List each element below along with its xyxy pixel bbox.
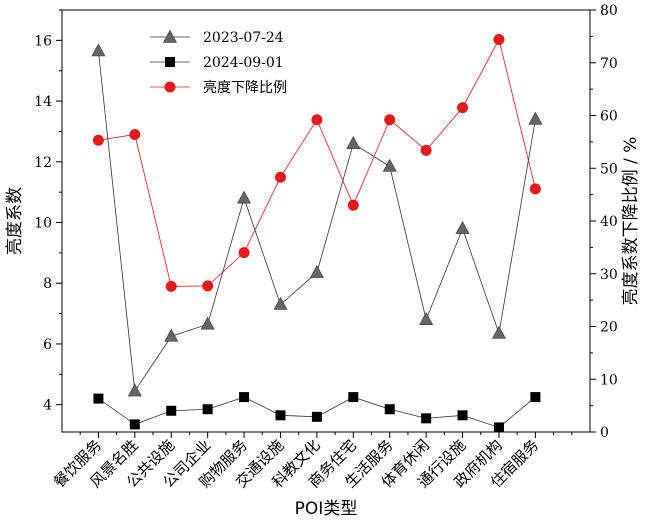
square-point	[166, 405, 177, 416]
triangle-point	[237, 190, 252, 204]
plot-frame	[61, 9, 591, 433]
left-tick-label: 10	[34, 216, 52, 232]
left-axis-ticks: 4 6 8 10 12 14 16	[34, 9, 62, 414]
circle-point	[420, 144, 432, 156]
right-tick-label: 70	[600, 56, 618, 72]
right-tick-label: 80	[600, 3, 618, 19]
square-point	[239, 392, 250, 403]
square-point	[384, 404, 395, 415]
triangle-point	[346, 135, 361, 149]
square-point	[530, 392, 541, 403]
left-tick-label: 8	[43, 276, 52, 292]
left-tick-label: 14	[34, 94, 52, 110]
circle-point	[347, 199, 359, 211]
legend-item-2024-09-01: 2024-09-01	[150, 55, 284, 71]
triangle-point	[382, 158, 397, 172]
circle-point	[493, 34, 505, 46]
x-axis-title: POI类型	[295, 499, 358, 519]
triangle-point	[491, 325, 506, 339]
triangle-point	[127, 383, 142, 397]
triangle-point	[528, 111, 543, 125]
left-axis-title: 亮度系数	[5, 187, 25, 255]
square-point	[457, 410, 468, 421]
legend-label-2024-09-01: 2024-09-01	[203, 55, 284, 71]
left-tick-label: 4	[43, 398, 52, 414]
right-axis-title: 亮度系数下降比例 / %	[621, 137, 641, 306]
right-tick-label: 40	[600, 214, 618, 230]
circle-point	[529, 183, 541, 195]
circle-point	[92, 134, 104, 146]
triangle-point	[164, 328, 179, 342]
triangle-point	[200, 316, 215, 330]
triangle-point	[309, 264, 324, 278]
right-tick-label: 50	[600, 161, 618, 177]
triangle-point	[419, 312, 434, 325]
left-tick-label: 16	[34, 33, 52, 49]
square-point	[275, 410, 286, 421]
right-tick-label: 20	[600, 320, 618, 336]
square-point	[93, 393, 104, 404]
legend-triangle-marker	[162, 29, 178, 43]
legend-circle-marker	[164, 81, 176, 93]
left-tick-label: 12	[34, 155, 52, 171]
triangle-point	[273, 296, 288, 310]
circle-point	[202, 280, 214, 292]
x-axis-ticks: 餐饮服务风景名胜公共设施公司企业购物服务交通设施科教文化商务住宅生活服务体育休闲…	[50, 432, 573, 491]
series-layer	[91, 34, 543, 433]
left-tick-label: 6	[43, 337, 52, 353]
square-point	[421, 413, 432, 424]
circle-point	[384, 114, 396, 126]
right-tick-label: 30	[600, 267, 618, 283]
right-tick-label: 60	[600, 109, 618, 125]
square-point	[311, 411, 322, 422]
right-axis-ticks: 0 10 20 30 40 50 60 70 80	[590, 3, 618, 441]
circle-point	[165, 280, 177, 292]
series-line-0	[98, 50, 536, 393]
legend-square-marker	[165, 57, 175, 67]
right-tick-label: 0	[600, 425, 609, 441]
circle-point	[238, 247, 250, 259]
square-point	[202, 404, 213, 415]
legend: 2023-07-24 2024-09-01 亮度下降比例	[150, 29, 287, 96]
square-point	[129, 419, 140, 430]
legend-label-2023-07-24: 2023-07-24	[203, 30, 284, 46]
circle-point	[129, 128, 141, 140]
right-tick-label: 10	[600, 372, 618, 388]
circle-point	[274, 171, 286, 183]
square-point	[348, 392, 359, 403]
circle-point	[311, 114, 323, 126]
legend-item-decline-ratio: 亮度下降比例	[150, 79, 287, 96]
triangle-point	[91, 43, 106, 57]
square-point	[493, 422, 504, 433]
triangle-point	[455, 220, 470, 234]
legend-item-2023-07-24: 2023-07-24	[150, 29, 284, 46]
circle-point	[457, 102, 469, 114]
legend-label-decline-ratio: 亮度下降比例	[203, 79, 287, 96]
